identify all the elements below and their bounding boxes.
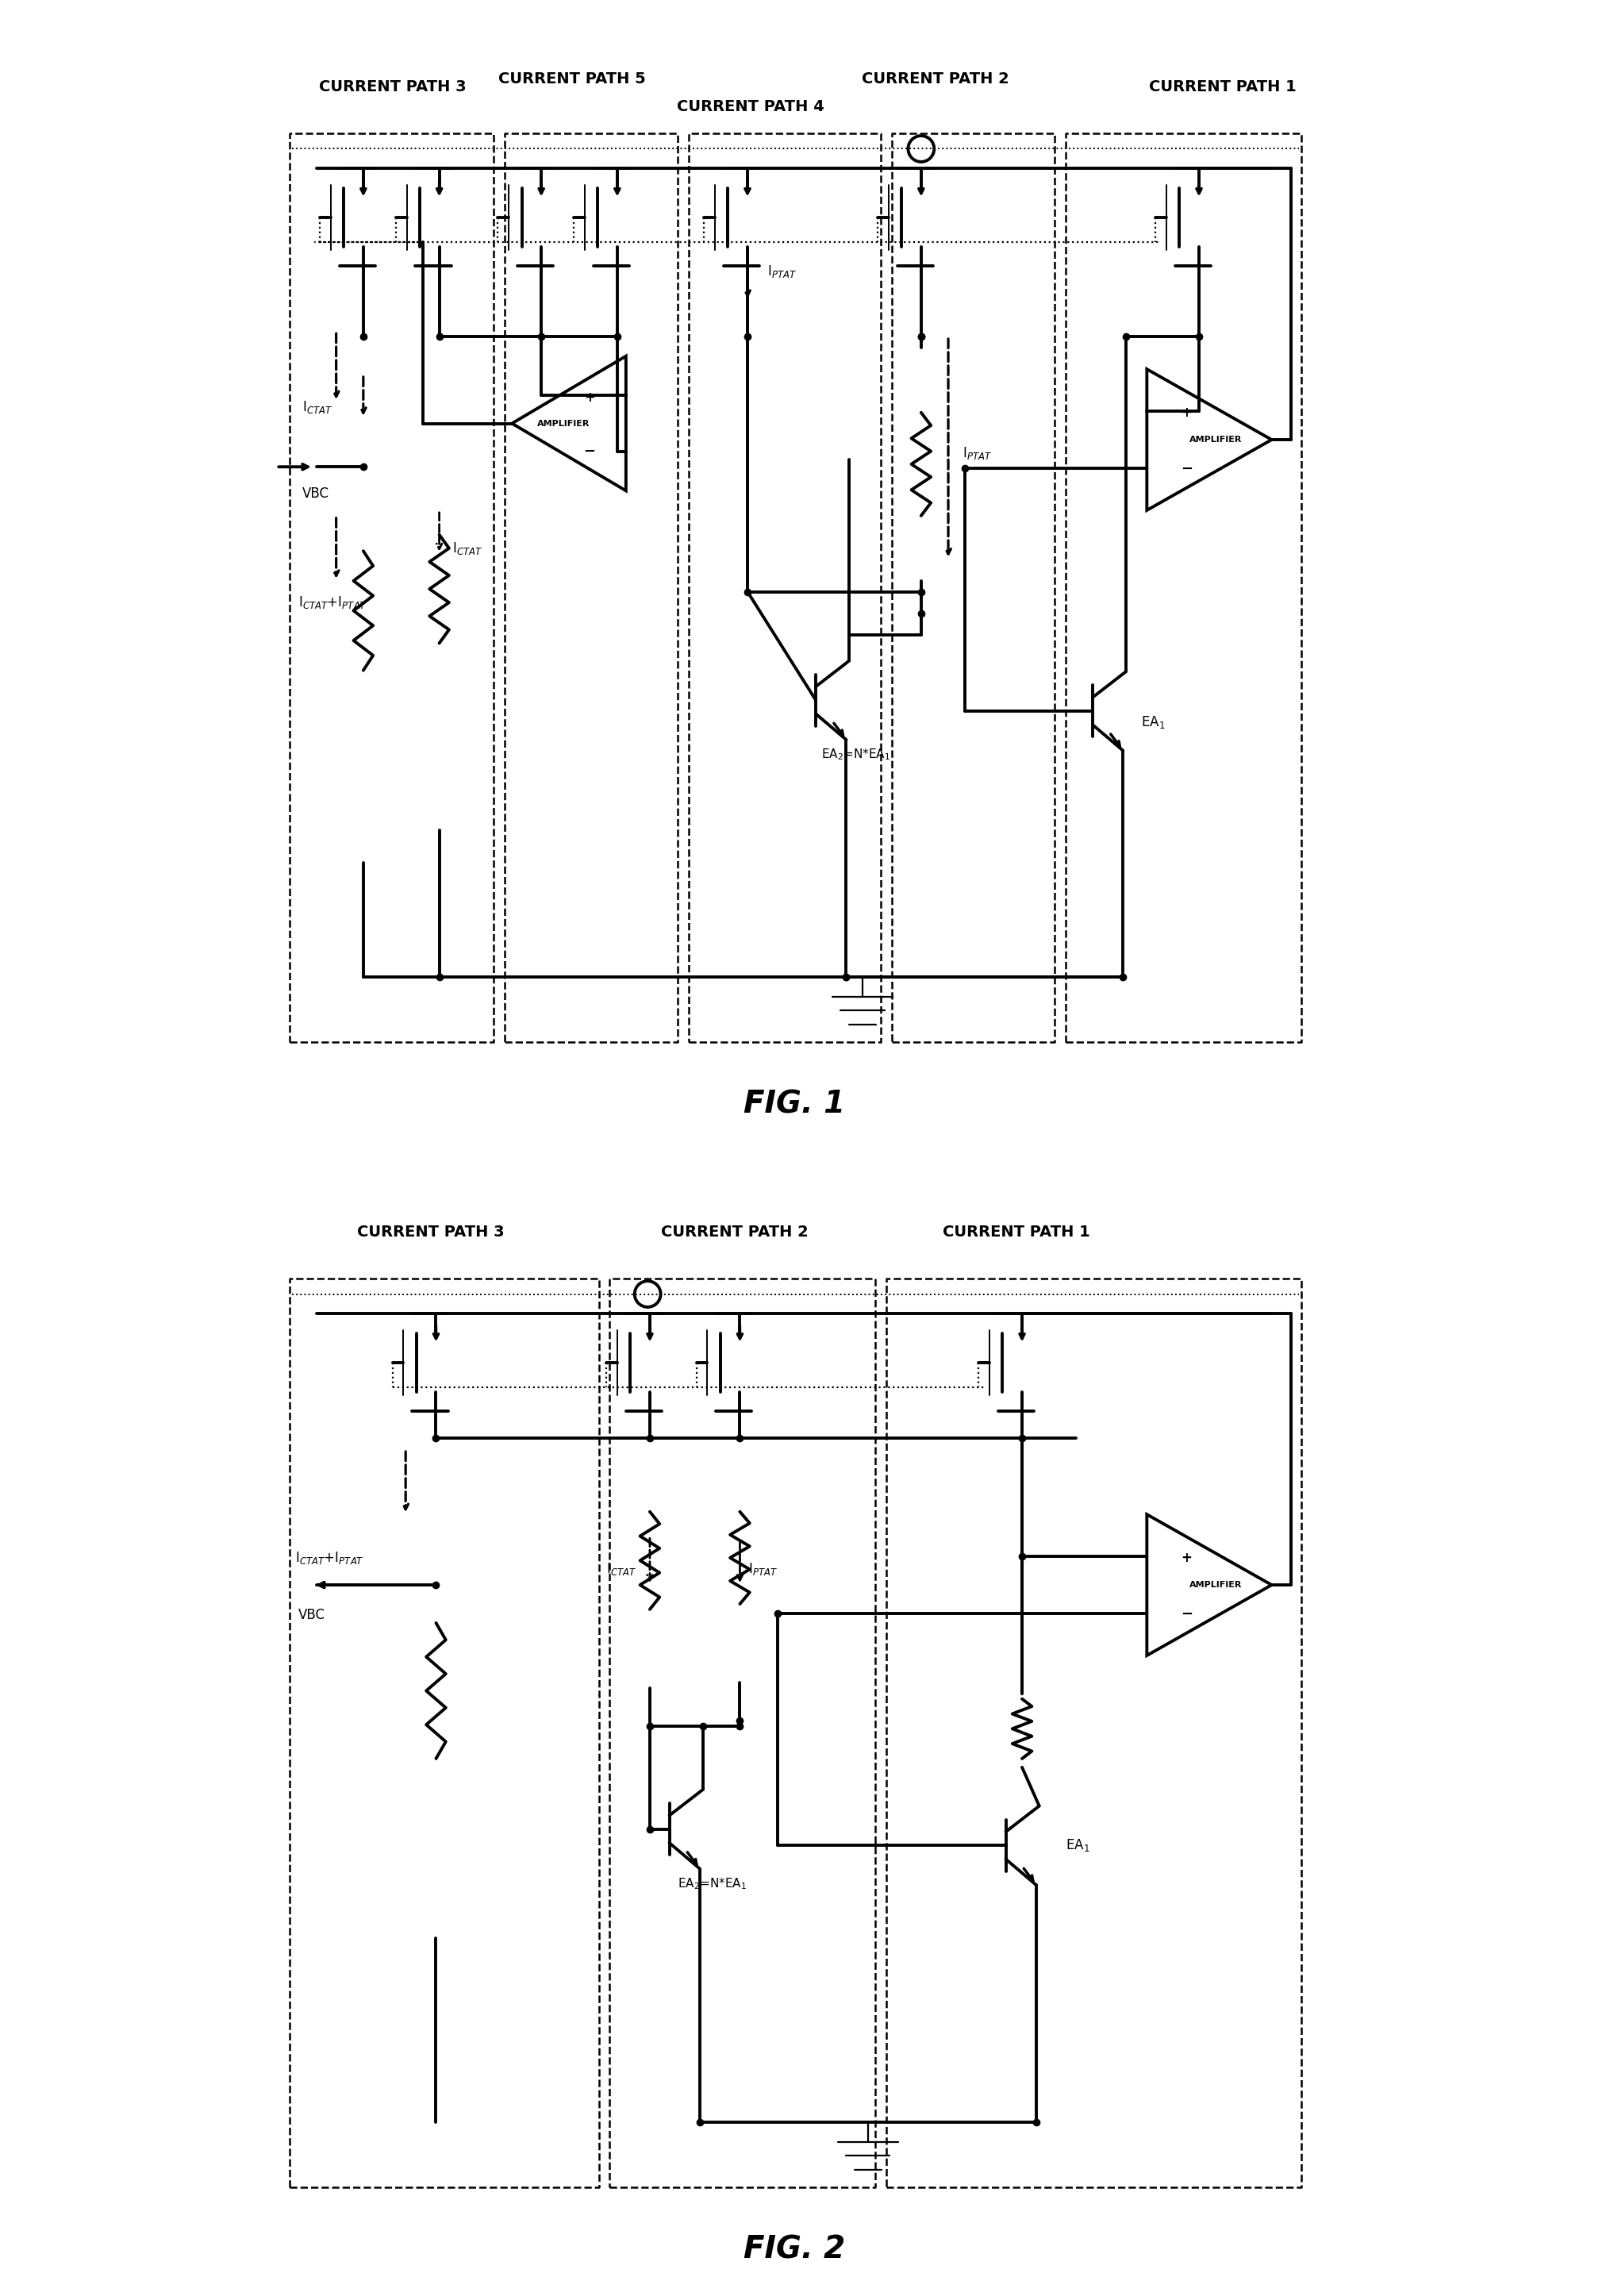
Text: AMPLIFIER: AMPLIFIER	[536, 420, 589, 427]
Text: FIG. 2: FIG. 2	[744, 2234, 845, 2264]
Text: CURRENT PATH 1: CURRENT PATH 1	[1150, 80, 1296, 94]
Text: AMPLIFIER: AMPLIFIER	[1190, 1582, 1241, 1589]
Text: I$_{CTAT}$: I$_{CTAT}$	[452, 540, 483, 556]
Text: +: +	[1182, 406, 1193, 420]
Text: EA$_1$: EA$_1$	[1066, 1837, 1090, 1853]
Text: −: −	[1180, 461, 1193, 478]
Text: −: −	[583, 445, 596, 459]
Text: VBC: VBC	[303, 487, 330, 501]
Text: I$_{PTAT}$: I$_{PTAT}$	[766, 264, 797, 280]
Text: I$_{CTAT}$: I$_{CTAT}$	[303, 400, 333, 416]
Text: CURRENT PATH 3: CURRENT PATH 3	[319, 80, 467, 94]
Text: I$_{CTAT}$+I$_{PTAT}$: I$_{CTAT}$+I$_{PTAT}$	[298, 595, 367, 611]
Text: CURRENT PATH 5: CURRENT PATH 5	[497, 71, 646, 87]
Text: +: +	[584, 390, 596, 404]
Text: EA$_2$=N*EA$_1$: EA$_2$=N*EA$_1$	[821, 746, 890, 762]
Text: I$_{CTAT}$: I$_{CTAT}$	[607, 1561, 636, 1577]
Text: CURRENT PATH 4: CURRENT PATH 4	[678, 99, 824, 115]
Text: CURRENT PATH 2: CURRENT PATH 2	[660, 1224, 808, 1240]
Text: FIG. 1: FIG. 1	[744, 1088, 845, 1118]
Text: +: +	[1182, 1552, 1193, 1566]
Text: CURRENT PATH 1: CURRENT PATH 1	[943, 1224, 1090, 1240]
Text: CURRENT PATH 3: CURRENT PATH 3	[357, 1224, 504, 1240]
Text: EA$_2$=N*EA$_1$: EA$_2$=N*EA$_1$	[678, 1876, 747, 1892]
Text: I$_{PTAT}$: I$_{PTAT}$	[749, 1561, 778, 1577]
Text: I$_{CTAT}$+I$_{PTAT}$: I$_{CTAT}$+I$_{PTAT}$	[295, 1550, 364, 1566]
Text: −: −	[1180, 1607, 1193, 1621]
Text: VBC: VBC	[298, 1607, 325, 1623]
Text: AMPLIFIER: AMPLIFIER	[1190, 436, 1241, 443]
Text: I$_{PTAT}$: I$_{PTAT}$	[963, 445, 992, 461]
Text: EA$_1$: EA$_1$	[1141, 714, 1166, 730]
Text: CURRENT PATH 2: CURRENT PATH 2	[861, 71, 1009, 87]
